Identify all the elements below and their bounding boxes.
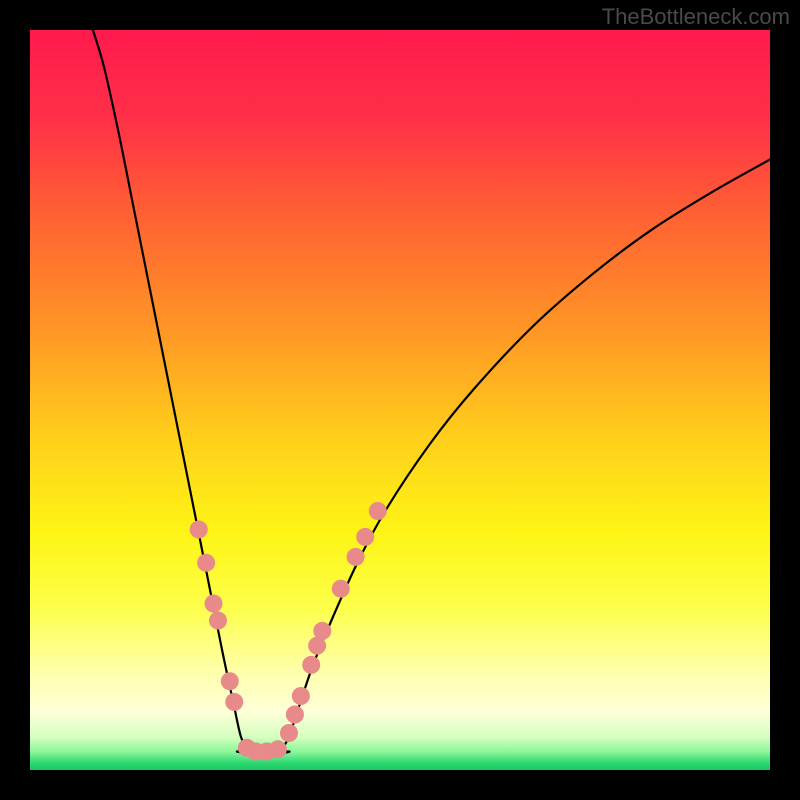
marker-point [302,656,320,674]
bottleneck-curve [93,30,770,753]
marker-point [286,706,304,724]
plot-area [30,30,770,770]
marker-point [269,740,287,758]
marker-point [221,672,239,690]
watermark-text: TheBottleneck.com [602,4,790,30]
chart-svg [30,30,770,770]
marker-point [280,724,298,742]
marker-point [356,528,374,546]
marker-point [369,502,387,520]
marker-point [205,595,223,613]
marker-point [292,687,310,705]
marker-point [190,521,208,539]
marker-point [225,693,243,711]
marker-point [209,612,227,630]
marker-point [332,580,350,598]
marker-point [313,622,331,640]
marker-point [197,554,215,572]
marker-point [347,548,365,566]
